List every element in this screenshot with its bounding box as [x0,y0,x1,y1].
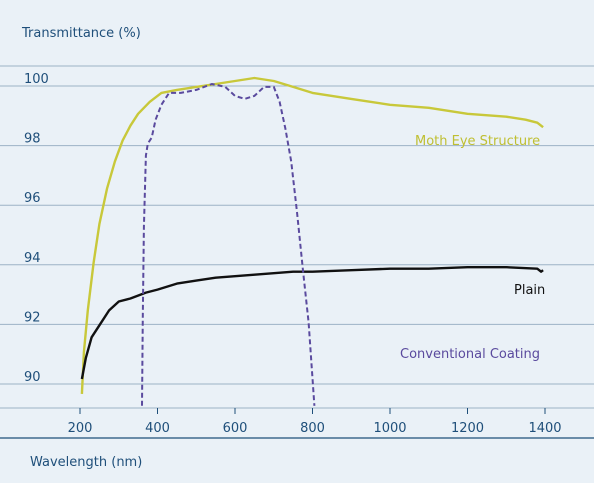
y-tick-94: 94 [24,251,41,266]
x-tick-800: 800 [300,421,325,436]
y-tick-92: 92 [24,310,41,325]
x-tick-1000: 1000 [373,421,406,436]
series-line-2 [141,83,316,406]
x-axis-label: Wavelength (nm) [30,455,142,470]
y-tick-100: 100 [24,72,49,87]
x-tick-400: 400 [145,421,170,436]
y-tick-labels: 90 92 94 96 98 100 [24,72,49,385]
series-line-1 [80,266,544,380]
x-axis: 200 400 600 800 1000 1200 1400 [0,408,594,439]
y-tick-98: 98 [24,132,41,147]
series-label-moth-eye: Moth Eye Structure [415,134,540,149]
series-lines [80,76,544,406]
y-tick-90: 90 [24,370,41,385]
x-tick-1400: 1400 [528,421,561,436]
series-label-plain: Plain [514,283,545,298]
x-tick-200: 200 [68,421,93,436]
x-tick-600: 600 [223,421,248,436]
y-tick-96: 96 [24,191,41,206]
x-tick-1200: 1200 [451,421,484,436]
series-label-conventional: Conventional Coating [400,347,540,362]
y-axis-label: Transmittance (%) [21,26,141,41]
